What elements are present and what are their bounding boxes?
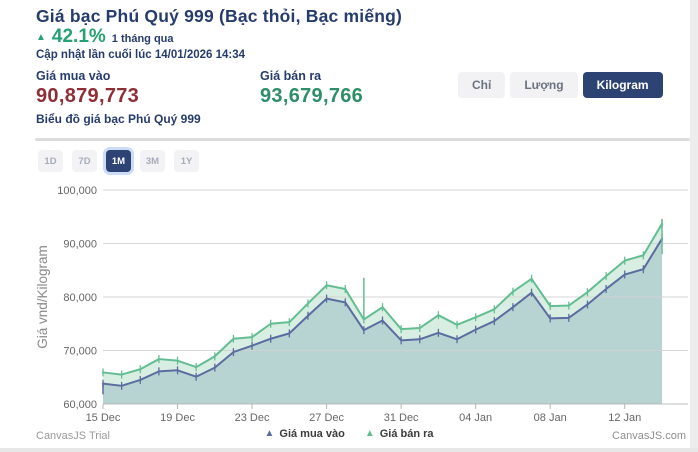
up-arrow-icon: ▲ [36, 32, 46, 43]
last-updated: Cập nhật lần cuối lúc 14/01/2026 14:34 [36, 49, 246, 61]
unit-button-luong[interactable]: Lượng [510, 72, 578, 98]
legend-item-sell[interactable]: ▲ Giá bán ra [365, 428, 434, 440]
svg-text:70,000: 70,000 [63, 346, 97, 358]
buy-price-label: Giá mua vào [36, 69, 111, 83]
triangle-up-icon: ▲ [364, 428, 375, 439]
page-title: Giá bạc Phú Quý 999 (Bạc thỏi, Bạc miếng… [36, 6, 403, 26]
triangle-up-icon: ▲ [264, 428, 275, 439]
range-button-1d[interactable]: 1D [38, 150, 63, 172]
unit-button-chi[interactable]: Chỉ [458, 72, 506, 98]
buy-price-value: 90,879,773 [36, 85, 140, 107]
canvasjs-trial-watermark: CanvasJS Trial [36, 430, 110, 442]
price-change: ▲ 42.1% 1 tháng qua [36, 26, 174, 48]
unit-toggle-group: Chỉ Lượng Kilogram [458, 72, 663, 98]
svg-text:31 Dec: 31 Dec [384, 412, 419, 424]
range-button-1y[interactable]: 1Y [174, 150, 199, 172]
section-divider [35, 138, 690, 141]
page-edge-bottom [0, 448, 698, 452]
svg-text:100,000: 100,000 [57, 185, 97, 197]
buy-price-block: Giá mua vào 90,879,773 [36, 69, 139, 108]
range-selector: 1D 7D 1M 3M 1Y [38, 150, 199, 172]
svg-text:08 Jan: 08 Jan [534, 412, 567, 424]
change-percent: 42.1% [51, 26, 106, 47]
svg-text:15 Dec: 15 Dec [86, 412, 121, 424]
svg-text:90,000: 90,000 [63, 239, 97, 251]
svg-text:12 Jan: 12 Jan [608, 412, 641, 424]
svg-text:19 Dec: 19 Dec [160, 412, 195, 424]
svg-text:23 Dec: 23 Dec [235, 412, 270, 424]
sell-price-block: Giá bán ra 93,679,766 [260, 69, 363, 108]
svg-text:Giá vnd/Kilogram: Giá vnd/Kilogram [35, 245, 50, 349]
svg-text:80,000: 80,000 [63, 292, 97, 304]
plot-area[interactable] [103, 190, 662, 404]
legend-item-buy[interactable]: ▲ Giá mua vào [264, 428, 344, 440]
legend-label-sell: Giá bán ra [379, 428, 434, 440]
sell-price-label: Giá bán ra [260, 69, 322, 83]
chart-heading: Biểu đồ giá bạc Phú Quý 999 [36, 112, 201, 126]
range-button-7d[interactable]: 7D [72, 150, 97, 172]
page-edge-right [690, 0, 698, 452]
sell-price-value: 93,679,766 [260, 85, 364, 107]
svg-text:27 Dec: 27 Dec [309, 412, 344, 424]
change-period: 1 tháng qua [111, 33, 174, 45]
legend-label-buy: Giá mua vào [279, 428, 345, 440]
range-button-3m[interactable]: 3M [140, 150, 165, 172]
range-button-1m[interactable]: 1M [106, 150, 131, 172]
chart-legend: ▲ Giá mua vào ▲ Giá bán ra [264, 428, 433, 440]
unit-button-kilogram[interactable]: Kilogram [582, 72, 663, 98]
svg-text:60,000: 60,000 [63, 399, 97, 411]
canvasjs-brand-link[interactable]: CanvasJS.com [612, 430, 686, 442]
svg-text:04 Jan: 04 Jan [459, 412, 492, 424]
